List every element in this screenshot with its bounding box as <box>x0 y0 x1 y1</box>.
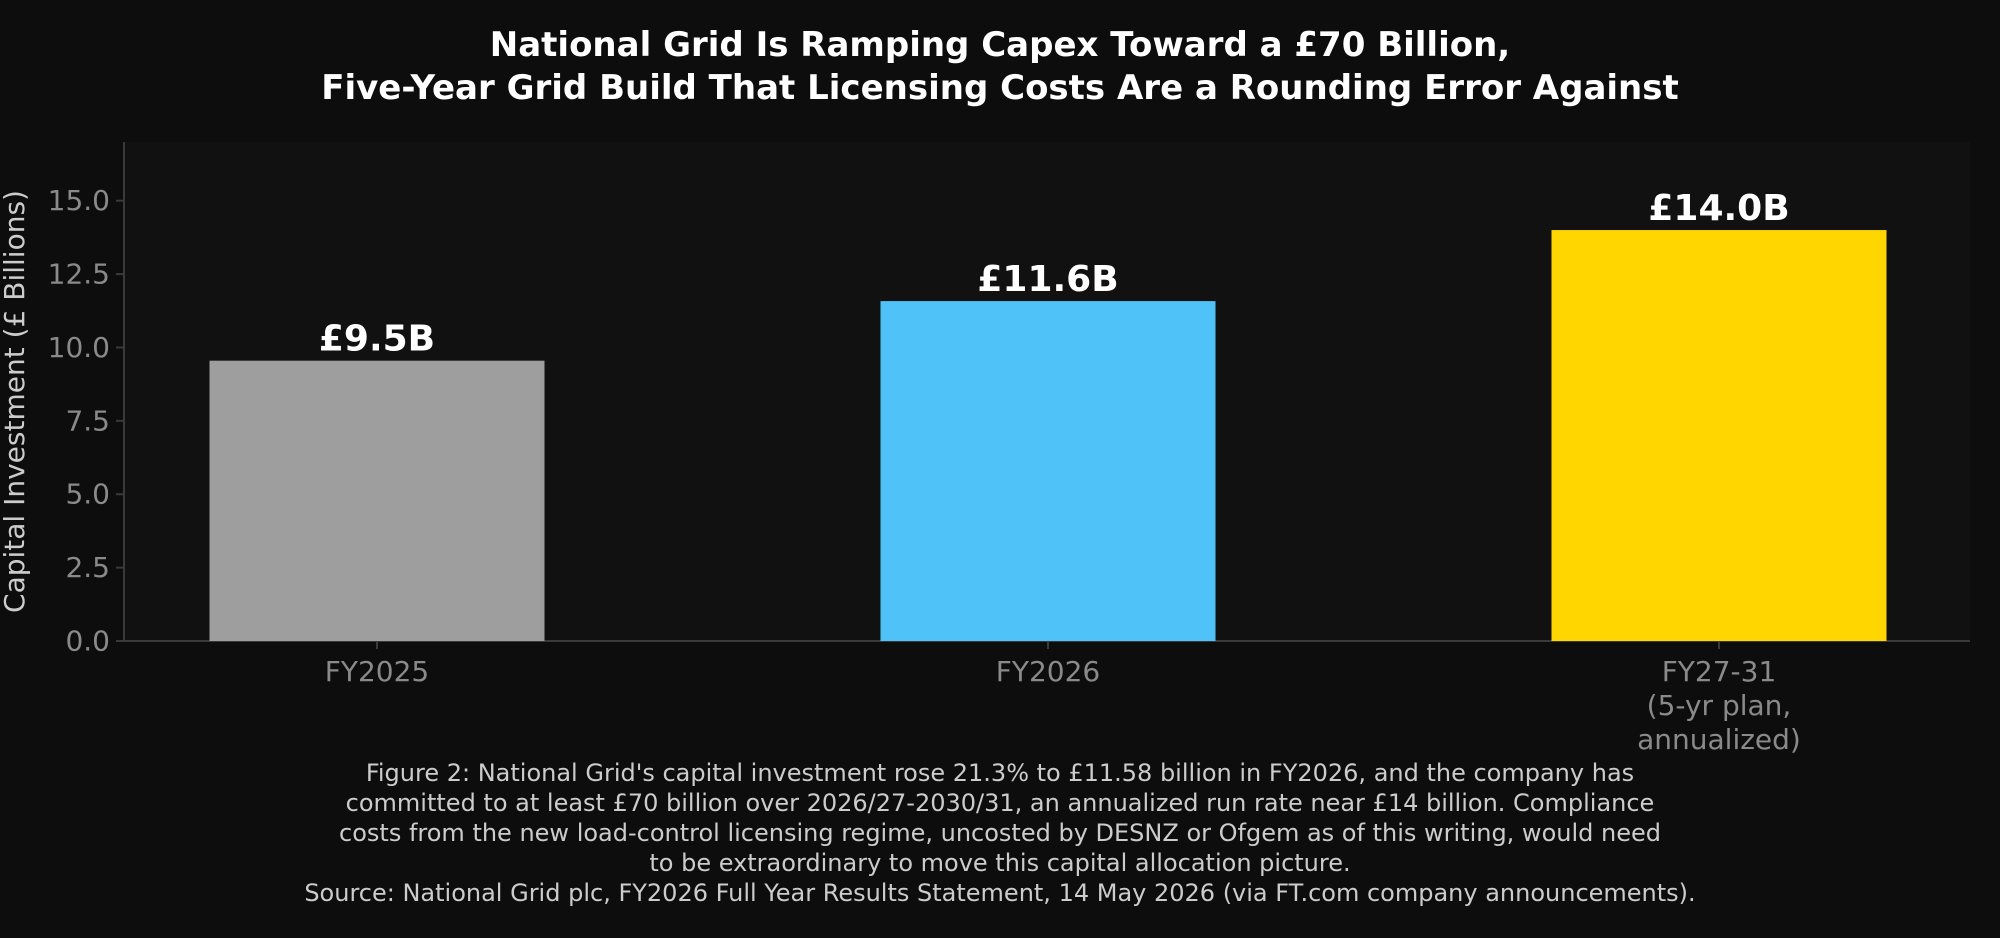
caption-source: Source: National Grid plc, FY2026 Full Y… <box>304 879 1696 907</box>
chart-title-line-1: National Grid Is Ramping Capex Toward a … <box>489 25 1511 65</box>
caption-line: committed to at least £70 billion over 2… <box>345 789 1655 817</box>
caption-line: Figure 2: National Grid's capital invest… <box>365 759 1635 787</box>
bar <box>209 360 545 641</box>
x-tick-label: FY2026 <box>996 655 1100 688</box>
bar-value-label: £14.0B <box>1648 188 1789 229</box>
x-tick-label: (5-yr plan, <box>1647 689 1792 722</box>
y-tick-label: 0.0 <box>65 625 110 658</box>
x-tick-label: annualized) <box>1637 723 1801 756</box>
y-tick-label: 2.5 <box>65 551 110 584</box>
figure-caption: Figure 2: National Grid's capital invest… <box>0 758 2000 908</box>
x-tick-label: FY27-31 <box>1662 655 1777 688</box>
y-tick-label: 15.0 <box>48 184 110 217</box>
chart-title-line-2: Five-Year Grid Build That Licensing Cost… <box>321 68 1679 108</box>
caption-line: to be extraordinary to move this capital… <box>649 849 1351 877</box>
bar-value-label: £9.5B <box>319 319 435 360</box>
y-tick-label: 7.5 <box>65 404 110 437</box>
bar-value-label: £11.6B <box>977 259 1118 300</box>
bar <box>1551 230 1887 641</box>
y-axis-label: Capital Investment (£ Billions) <box>0 190 31 613</box>
caption-line: costs from the new load-control licensin… <box>339 819 1661 847</box>
y-tick-label: 5.0 <box>65 478 110 511</box>
y-tick-label: 10.0 <box>48 331 110 364</box>
x-tick-label: FY2025 <box>325 655 429 688</box>
y-tick-label: 12.5 <box>48 258 110 291</box>
bar <box>880 301 1216 641</box>
